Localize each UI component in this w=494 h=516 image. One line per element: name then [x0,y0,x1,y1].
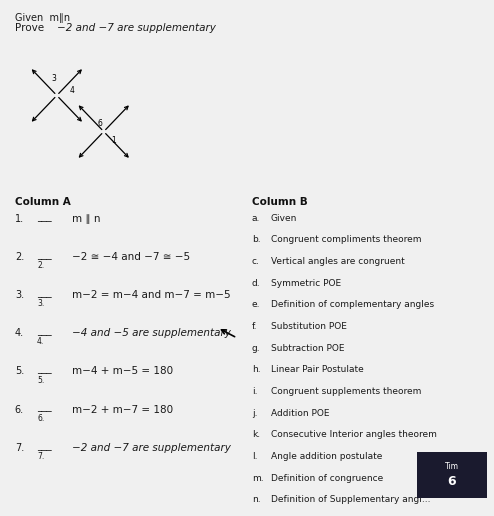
Text: 2.: 2. [37,261,44,270]
Text: Linear Pair Postulate: Linear Pair Postulate [271,365,364,374]
Text: 4.: 4. [15,328,24,338]
Text: ___: ___ [37,288,52,298]
Text: 3.: 3. [37,299,44,308]
Text: Prove: Prove [15,23,54,33]
Text: Given: Given [271,214,297,222]
Text: d.: d. [252,279,260,287]
Text: ___: ___ [37,326,52,336]
Text: j.: j. [252,409,257,417]
Text: e.: e. [252,300,260,309]
Text: 5.: 5. [37,376,44,384]
Text: Symmetric POE: Symmetric POE [271,279,341,287]
Text: 1.: 1. [15,214,24,223]
Text: Definition of Supplementary angl...: Definition of Supplementary angl... [271,495,430,504]
Text: m ∥ n: m ∥ n [72,214,100,223]
Text: 1: 1 [111,136,116,146]
Text: ___: ___ [37,212,52,221]
FancyBboxPatch shape [417,452,487,498]
Text: m.: m. [252,474,264,482]
Text: m−4 + m−5 = 180: m−4 + m−5 = 180 [72,366,173,376]
Text: n.: n. [252,495,260,504]
Text: ___: ___ [37,441,52,450]
Text: i.: i. [252,387,257,396]
Text: l.: l. [252,452,257,461]
Text: Substitution POE: Substitution POE [271,322,347,331]
Text: 6.: 6. [15,405,24,414]
Text: m−2 = m−4 and m−7 = m−5: m−2 = m−4 and m−7 = m−5 [72,290,230,300]
Text: 5.: 5. [15,366,24,376]
Text: g.: g. [252,344,260,352]
Text: −2 ≅ −4 and −7 ≅ −5: −2 ≅ −4 and −7 ≅ −5 [72,252,190,262]
Text: a.: a. [252,214,260,222]
Text: 4: 4 [69,86,74,95]
Text: ___: ___ [37,402,52,412]
Text: 7.: 7. [15,443,24,453]
Text: 7.: 7. [37,452,44,461]
Text: ___: ___ [37,250,52,260]
Text: Vertical angles are congruent: Vertical angles are congruent [271,257,405,266]
Text: Given  m∥n: Given m∥n [15,13,70,23]
Text: Column B: Column B [252,197,308,207]
Text: Congruent compliments theorem: Congruent compliments theorem [271,235,421,244]
Text: −4 and −5 are supplementary: −4 and −5 are supplementary [72,328,231,338]
Text: m−2 + m−7 = 180: m−2 + m−7 = 180 [72,405,173,414]
Text: 6.: 6. [37,414,44,423]
Text: Definition of complementary angles: Definition of complementary angles [271,300,434,309]
Text: Definition of congruence: Definition of congruence [271,474,383,482]
Text: Congruent supplements theorem: Congruent supplements theorem [271,387,421,396]
Text: −2 and −7 are supplementary: −2 and −7 are supplementary [72,443,231,453]
Text: 4.: 4. [37,337,44,346]
Text: 6: 6 [97,119,102,128]
Text: 6: 6 [448,475,456,488]
Text: 3.: 3. [15,290,24,300]
Text: h.: h. [252,365,260,374]
Text: −2 and −7 are supplementary: −2 and −7 are supplementary [57,23,216,33]
Text: Subtraction POE: Subtraction POE [271,344,344,352]
Text: ___: ___ [37,364,52,374]
Text: c.: c. [252,257,260,266]
Text: 3: 3 [52,74,57,84]
Text: f.: f. [252,322,257,331]
Text: k.: k. [252,430,260,439]
Text: Column A: Column A [15,197,71,207]
Text: b.: b. [252,235,260,244]
Text: Consecutive Interior angles theorem: Consecutive Interior angles theorem [271,430,437,439]
Text: 2.: 2. [15,252,24,262]
Text: Angle addition postulate: Angle addition postulate [271,452,382,461]
Text: Tim: Tim [445,462,459,471]
Text: Addition POE: Addition POE [271,409,329,417]
